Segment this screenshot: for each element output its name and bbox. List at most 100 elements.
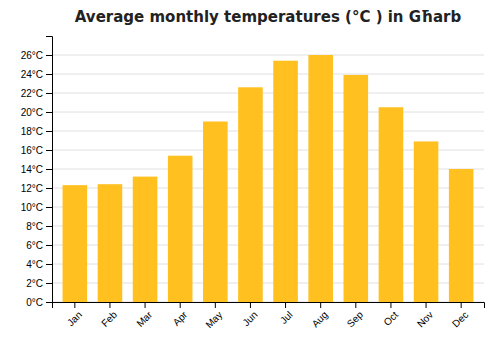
tick-mark [46,150,52,151]
tick-label: Feb [99,309,119,329]
tick-label: 10°C [21,202,43,213]
tick: Jan [65,302,84,328]
tick-label: 14°C [21,164,43,175]
tick-mark [46,93,52,94]
tick: 22°C [21,88,52,99]
tick-label: 18°C [21,126,43,137]
tick: 0°C [26,297,52,308]
axis-line [46,37,53,303]
tick-label: Oct [381,309,400,328]
tick-label: 8°C [26,221,43,232]
tick: Oct [381,302,400,328]
tick-mark [46,283,52,284]
tick-label: Mar [134,309,154,329]
tick: 26°C [21,50,52,61]
tick-mark [46,226,52,227]
tick: Nov [415,302,435,329]
tick-label: 20°C [21,107,43,118]
tick-mark [180,302,181,308]
tick-label: 6°C [26,240,43,251]
tick: 14°C [21,164,52,175]
tick-mark [46,207,52,208]
tick-label: 26°C [21,50,43,61]
tick-mark [46,55,52,56]
tick-label: Aug [310,309,330,329]
tick-label: Jul [278,309,295,326]
tick: May [203,302,224,330]
tick-label: 0°C [26,297,43,308]
tick-label: 12°C [21,183,43,194]
tick: Feb [99,302,119,329]
tick: 20°C [21,107,52,118]
tick-label: Sep [345,309,366,330]
grid [52,55,484,302]
tick: Apr [171,302,190,328]
grid-line [52,74,484,75]
marks [63,55,474,302]
tick-mark [320,302,321,308]
bar [203,122,228,303]
grid-line [52,55,484,56]
tick: 10°C [21,202,52,213]
tick-mark [109,302,110,308]
bar [168,156,193,302]
tick: Jun [240,302,259,328]
bar [98,184,123,302]
tick-label: 16°C [21,145,43,156]
axis-line [53,303,485,309]
tick-label: 22°C [21,88,43,99]
tick-mark [46,264,52,265]
tick-mark [46,112,52,113]
tick: 24°C [21,69,52,80]
tick: 8°C [26,221,52,232]
tick: 16°C [21,145,52,156]
tick-mark [426,302,427,308]
bar [308,55,333,302]
tick: 6°C [26,240,52,251]
title: Average monthly temperatures (°C ) in Għ… [75,8,462,26]
tick-mark [461,302,462,308]
tick-mark [390,302,391,308]
tick: Aug [310,302,330,329]
tick-mark [46,188,52,189]
bar [344,75,369,302]
tick: 2°C [26,278,52,289]
tick: 12°C [21,183,52,194]
tick-mark [74,302,75,308]
tick-label: Apr [171,309,190,328]
grid-line [52,131,484,132]
tick-mark [46,302,52,303]
bar [238,87,263,302]
bar [273,61,298,302]
tick: Sep [345,302,366,329]
tick-mark [285,302,286,308]
tick-label: 2°C [26,278,43,289]
tick-label: 4°C [26,259,43,270]
tick-mark [46,245,52,246]
tick: Dec [450,302,470,329]
tick-label: Jan [65,309,84,328]
tick-mark [215,302,216,308]
tick-label: 24°C [21,69,43,80]
tick-label: May [203,309,224,330]
tick: Jul [278,302,295,326]
bar [449,169,474,302]
bar [414,141,439,302]
x-axis: Jan Feb Mar Apr May Jun Jul Aug Sep Oct Nov Dec [53,302,485,330]
tick: Mar [134,302,154,329]
tick-mark [355,302,356,308]
bar [133,177,158,302]
bar [63,185,88,302]
plot: 0°C 2°C 4°C 6°C 8°C 10°C 12°C 14°C 16°C 18°C 20°C 2… [21,37,485,331]
tick-mark [46,169,52,170]
tick-label: Dec [450,309,470,329]
grid-line [52,112,484,113]
tick-mark [46,74,52,75]
tick-mark [145,302,146,308]
bar [379,107,404,302]
tick-mark [250,302,251,308]
tick-label: Nov [415,309,435,329]
tick-mark [46,131,52,132]
y-axis: 0°C 2°C 4°C 6°C 8°C 10°C 12°C 14°C 16°C 18°C 20°C 2… [21,37,53,308]
tick-label: Jun [240,309,259,328]
